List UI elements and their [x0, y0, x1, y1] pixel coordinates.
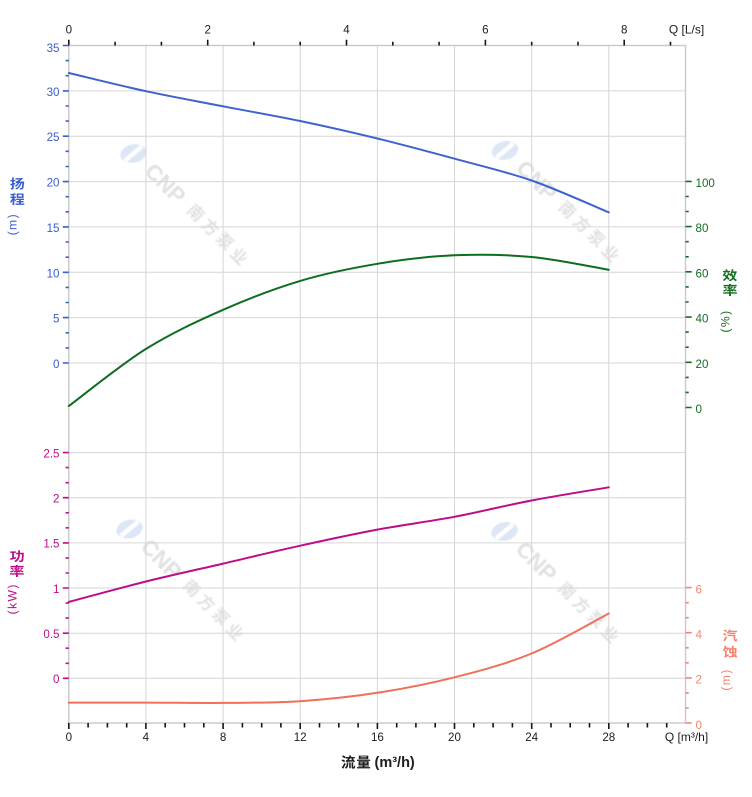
svg-text:100: 100	[696, 177, 715, 190]
svg-text:30: 30	[47, 86, 60, 99]
svg-text:25: 25	[47, 131, 60, 144]
svg-text:8: 8	[220, 731, 226, 744]
svg-text:0: 0	[696, 403, 702, 416]
svg-text:0: 0	[53, 358, 59, 371]
svg-text:12: 12	[294, 731, 307, 744]
svg-text:(m): (m)	[6, 213, 20, 235]
svg-text:16: 16	[371, 731, 384, 744]
svg-text:0: 0	[696, 719, 702, 732]
svg-text:6: 6	[696, 583, 702, 596]
svg-text:(m³/h): (m³/h)	[375, 755, 415, 771]
svg-text:5: 5	[53, 313, 59, 326]
svg-text:6: 6	[482, 24, 488, 37]
svg-text:Q [L/s]: Q [L/s]	[669, 23, 704, 37]
svg-text:20: 20	[448, 731, 461, 744]
svg-text:1: 1	[53, 583, 59, 596]
svg-text:Q [m³/h]: Q [m³/h]	[665, 730, 708, 744]
svg-text:(m): (m)	[719, 668, 733, 690]
svg-text:40: 40	[696, 313, 709, 326]
svg-text:60: 60	[696, 267, 709, 280]
svg-text:35: 35	[47, 42, 60, 55]
svg-text:(%): (%)	[719, 309, 733, 332]
svg-text:28: 28	[602, 731, 615, 744]
svg-text:4: 4	[143, 731, 150, 744]
svg-text:2: 2	[696, 674, 702, 687]
svg-text:0: 0	[66, 24, 72, 37]
svg-text:4: 4	[696, 629, 703, 642]
svg-text:2: 2	[204, 24, 210, 37]
svg-text:2: 2	[53, 493, 59, 506]
svg-text:0.5: 0.5	[43, 628, 59, 641]
svg-text:8: 8	[621, 24, 627, 37]
svg-text:0: 0	[66, 731, 72, 744]
svg-text:1.5: 1.5	[43, 538, 59, 551]
svg-text:10: 10	[47, 267, 60, 280]
svg-text:0: 0	[53, 673, 59, 686]
svg-text:20: 20	[696, 358, 709, 371]
svg-text:20: 20	[47, 177, 60, 190]
svg-text:(kW): (kW)	[6, 583, 20, 614]
svg-text:15: 15	[47, 222, 60, 235]
svg-text:24: 24	[525, 731, 538, 744]
svg-text:2.5: 2.5	[43, 447, 59, 460]
svg-text:80: 80	[696, 222, 709, 235]
svg-text:4: 4	[343, 24, 350, 37]
